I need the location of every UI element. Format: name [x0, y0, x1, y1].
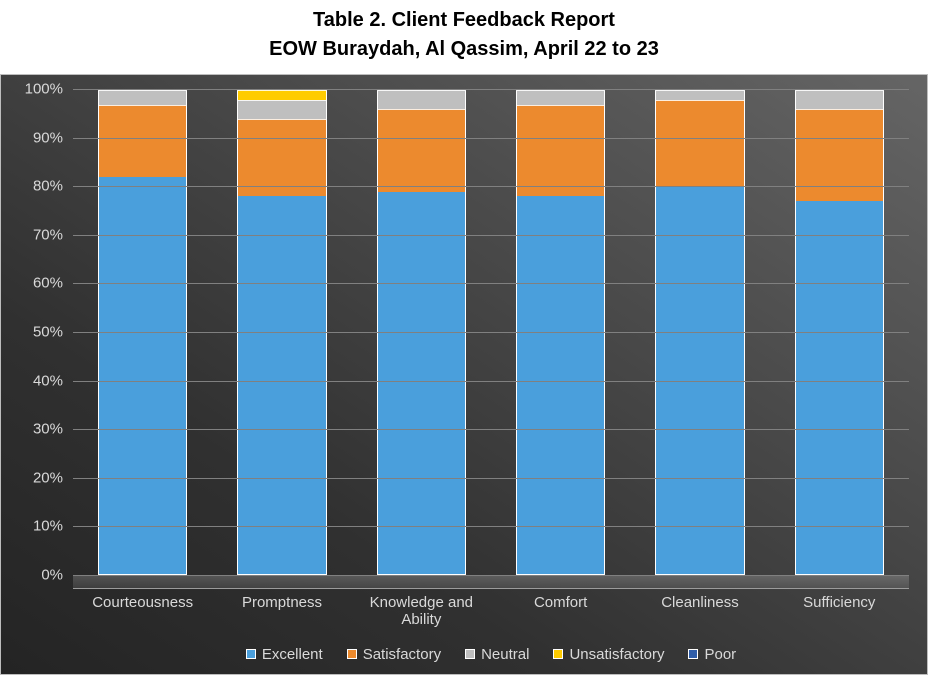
legend-item-excellent: Excellent [246, 646, 323, 663]
gridline [73, 478, 909, 479]
gridline [73, 526, 909, 527]
y-tick-label: 100% [25, 81, 73, 98]
legend-item-unsatisfactory: Unsatisfactory [553, 646, 664, 663]
legend-label: Unsatisfactory [569, 646, 664, 663]
bar-segment-excellent [238, 196, 325, 574]
bar-segment-neutral [378, 90, 465, 109]
x-axis-label: Cleanliness [630, 594, 769, 629]
chart-subtitle: EOW Buraydah, Al Qassim, April 22 to 23 [0, 35, 928, 64]
y-tick-label: 50% [33, 324, 73, 341]
legend-item-neutral: Neutral [465, 646, 529, 663]
y-tick-label: 10% [33, 518, 73, 535]
x-axis-label: Comfort [491, 594, 630, 629]
y-tick-label: 20% [33, 469, 73, 486]
y-tick-label: 0% [41, 567, 73, 584]
bar-segment-satisfactory [517, 105, 604, 197]
chart-title: Table 2. Client Feedback Report [0, 6, 928, 35]
bar-segment-unsatisfactory [238, 90, 325, 100]
legend-swatch [553, 649, 563, 659]
bar-segment-excellent [99, 177, 186, 574]
plot-floor [73, 575, 909, 589]
bar-segment-neutral [99, 90, 186, 105]
bar-segment-satisfactory [796, 109, 883, 201]
bar-segment-excellent [378, 192, 465, 574]
gridline [73, 332, 909, 333]
legend-label: Poor [704, 646, 736, 663]
gridline [73, 575, 909, 576]
y-tick-label: 80% [33, 178, 73, 195]
bar-segment-neutral [517, 90, 604, 105]
gridline [73, 89, 909, 90]
legend: Excellent Satisfactory Neutral Unsatisfacto… [73, 642, 909, 666]
legend-item-satisfactory: Satisfactory [347, 646, 441, 663]
gridline [73, 429, 909, 430]
bar-segment-excellent [517, 196, 604, 574]
legend-label: Excellent [262, 646, 323, 663]
y-tick-label: 40% [33, 372, 73, 389]
legend-swatch [347, 649, 357, 659]
x-axis-label: Courteousness [73, 594, 212, 629]
bar-segment-neutral [796, 90, 883, 109]
x-axis-label: Sufficiency [770, 594, 909, 629]
y-tick-label: 70% [33, 226, 73, 243]
baseline [73, 588, 909, 589]
y-tick-label: 30% [33, 421, 73, 438]
y-tick-label: 60% [33, 275, 73, 292]
gridline [73, 283, 909, 284]
page: Table 2. Client Feedback Report EOW Bura… [0, 0, 928, 675]
bar-segment-excellent [796, 201, 883, 574]
gridline [73, 381, 909, 382]
legend-swatch [688, 649, 698, 659]
gridline [73, 138, 909, 139]
chart-frame: 0%10%20%30%40%50%60%70%80%90%100% Courte… [0, 74, 928, 675]
legend-label: Satisfactory [363, 646, 441, 663]
gridline [73, 235, 909, 236]
x-axis-label: Promptness [212, 594, 351, 629]
legend-swatch [246, 649, 256, 659]
bar-segment-neutral [656, 90, 743, 100]
legend-item-poor: Poor [688, 646, 736, 663]
y-tick-label: 90% [33, 129, 73, 146]
legend-label: Neutral [481, 646, 529, 663]
bar-segment-satisfactory [99, 105, 186, 178]
legend-swatch [465, 649, 475, 659]
gridline [73, 186, 909, 187]
bar-segment-satisfactory [378, 109, 465, 191]
x-axis-labels: CourteousnessPromptnessKnowledge and Abi… [73, 594, 909, 629]
bar-segment-satisfactory [656, 100, 743, 187]
bar-segment-satisfactory [238, 119, 325, 196]
plot-area: 0%10%20%30%40%50%60%70%80%90%100% [73, 89, 909, 589]
title-block: Table 2. Client Feedback Report EOW Bura… [0, 0, 928, 74]
x-axis-label: Knowledge and Ability [352, 594, 491, 629]
bar-segment-neutral [238, 100, 325, 119]
